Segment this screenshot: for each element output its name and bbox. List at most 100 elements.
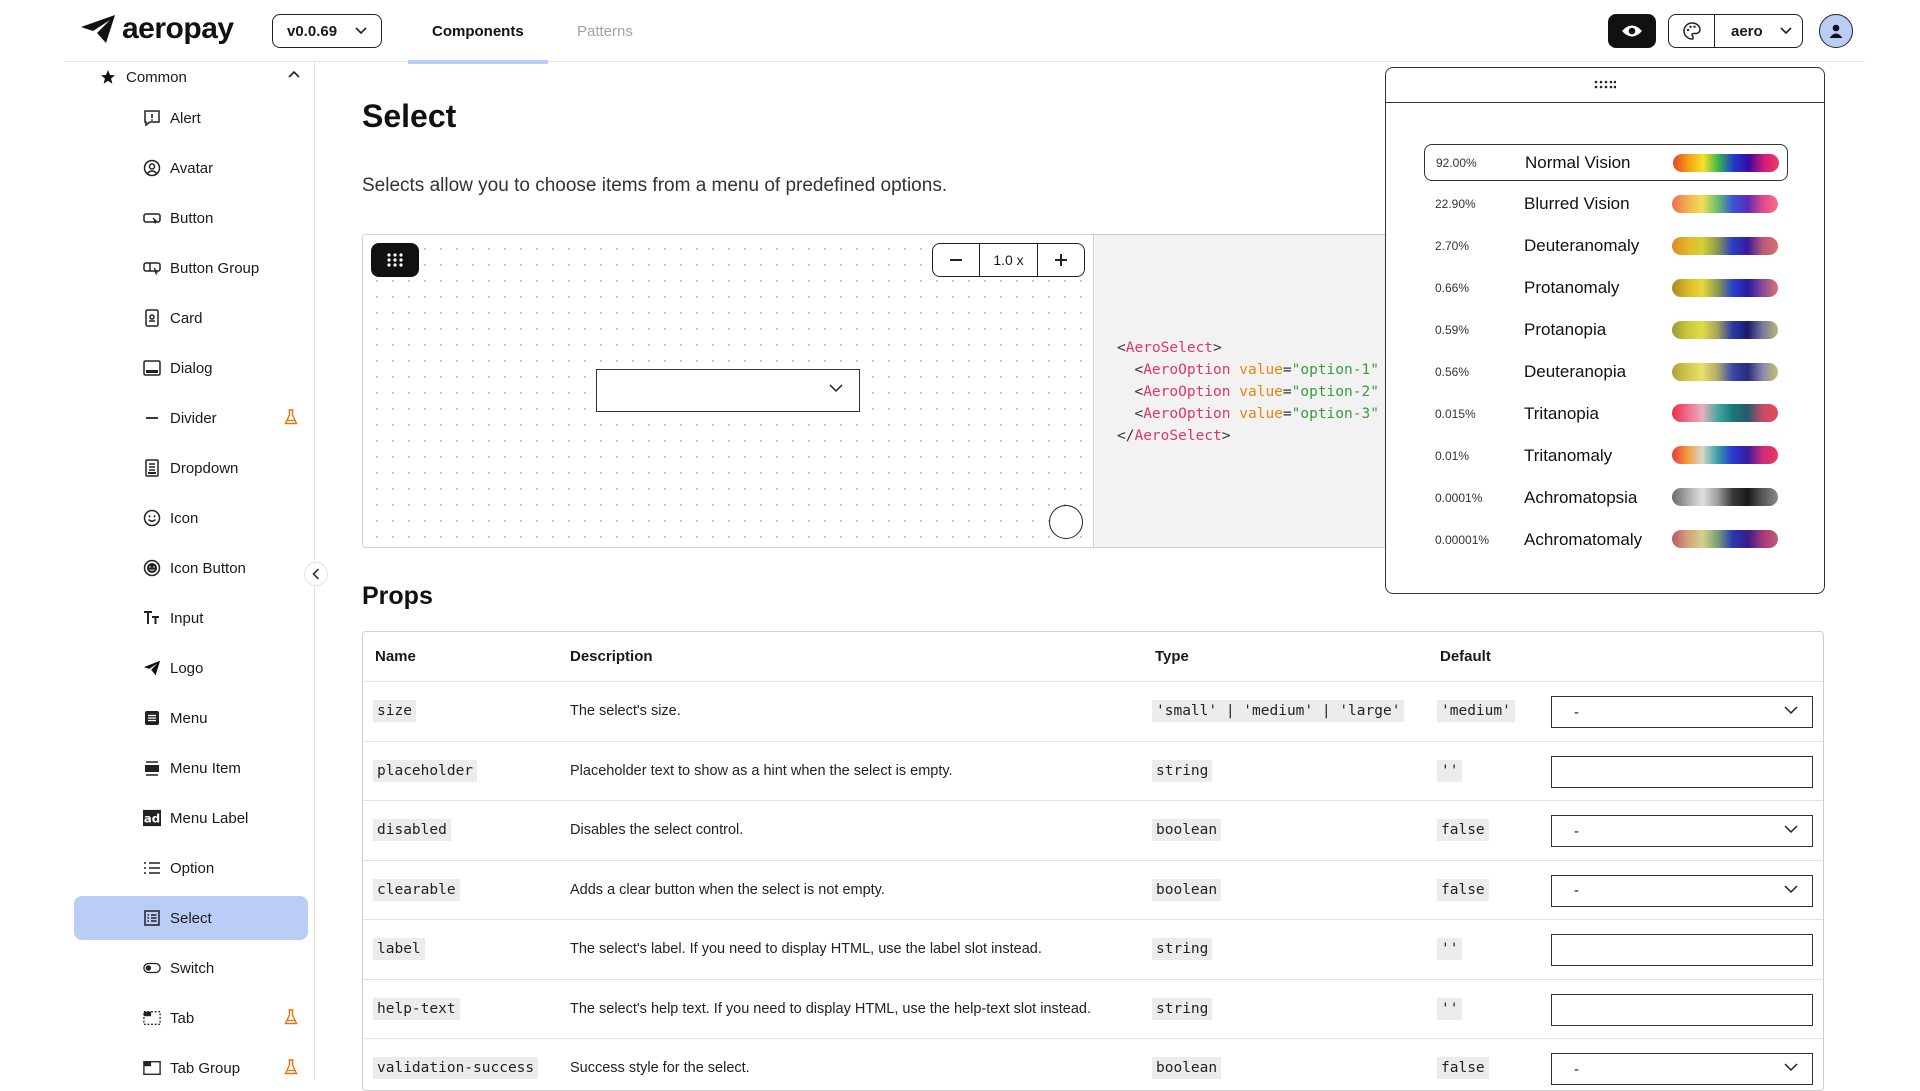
collapse-sidebar-button[interactable] bbox=[304, 562, 328, 586]
column-header-name: Name bbox=[375, 648, 416, 665]
sidebar-group-label: Common bbox=[126, 68, 187, 86]
sidebar-item-menu[interactable]: Menu bbox=[74, 696, 308, 740]
prop-type: boolean bbox=[1152, 819, 1222, 842]
vision-option[interactable]: 0.66% Protanomaly bbox=[1424, 270, 1788, 307]
sidebar-item-tab[interactable]: Tab bbox=[74, 996, 308, 1040]
zoom-in-button[interactable] bbox=[1038, 244, 1084, 276]
vision-option[interactable]: 2.70% Deuteranomaly bbox=[1424, 228, 1788, 265]
vision-label: Tritanomaly bbox=[1524, 445, 1613, 465]
prop-default: '' bbox=[1437, 759, 1463, 782]
prop-value-input[interactable] bbox=[1551, 934, 1813, 966]
brand-logo[interactable]: aeropay bbox=[80, 12, 234, 46]
sidebar-item-dialog[interactable]: Dialog bbox=[74, 346, 308, 390]
prop-description: The select's size. bbox=[570, 703, 681, 720]
drag-handle-button[interactable] bbox=[371, 243, 419, 277]
prop-value-select[interactable]: - bbox=[1551, 1053, 1813, 1085]
chevron-down-icon bbox=[355, 27, 367, 35]
color-spectrum-swatch bbox=[1672, 320, 1778, 339]
code-tag: AeroSelect bbox=[1134, 428, 1222, 444]
prop-description: Adds a clear button when the select is n… bbox=[570, 881, 885, 898]
menu-item-icon bbox=[143, 759, 161, 777]
vision-percentage: 0.01% bbox=[1435, 448, 1470, 463]
chevron-down-icon bbox=[1784, 706, 1798, 715]
sidebar-item-icon-button[interactable]: Icon Button bbox=[74, 546, 308, 590]
prop-name: size bbox=[373, 700, 416, 723]
vision-label: Deuteranomaly bbox=[1524, 236, 1640, 256]
sidebar-item-input[interactable]: Input bbox=[74, 596, 308, 640]
sidebar-item-menu-label[interactable]: ad Menu Label bbox=[74, 796, 308, 840]
tab-group-icon bbox=[143, 1059, 161, 1077]
prop-default: false bbox=[1437, 1057, 1489, 1080]
prop-name: label bbox=[373, 938, 425, 961]
prop-value-select[interactable]: - bbox=[1551, 874, 1813, 907]
zoom-control: 1.0 x bbox=[932, 243, 1085, 277]
theme-switcher[interactable]: aero bbox=[1668, 14, 1803, 48]
vision-label: Protanopia bbox=[1524, 320, 1607, 340]
code-string: "option-1" bbox=[1291, 362, 1379, 378]
code-tag: AeroOption bbox=[1143, 362, 1231, 378]
vision-option[interactable]: 0.0001% Achromatopsia bbox=[1424, 479, 1788, 516]
column-header-type: Type bbox=[1155, 648, 1189, 665]
dropdown-icon bbox=[143, 459, 161, 477]
sidebar-item-switch[interactable]: Switch bbox=[74, 946, 308, 990]
palette-button[interactable] bbox=[1669, 15, 1715, 47]
sidebar-item-select[interactable]: Select bbox=[74, 896, 308, 940]
vision-simulation-panel: 92.00% Normal Vision 22.90% Blurred Vision 2… bbox=[1385, 67, 1825, 594]
prop-value-select[interactable]: - bbox=[1551, 696, 1813, 728]
vision-option[interactable]: 0.59% Protanopia bbox=[1424, 312, 1788, 349]
prop-default: 'medium' bbox=[1437, 700, 1515, 723]
vision-option[interactable]: 0.56% Deuteranopia bbox=[1424, 354, 1788, 391]
sidebar-item-logo[interactable]: Logo bbox=[74, 646, 308, 690]
flask-icon bbox=[284, 1059, 298, 1075]
tab-patterns[interactable]: Patterns bbox=[577, 0, 633, 62]
sidebar-item-icon[interactable]: Icon bbox=[74, 496, 308, 540]
sidebar-item-button-group[interactable]: Button Group bbox=[74, 246, 308, 290]
sidebar-item-avatar[interactable]: Avatar bbox=[74, 146, 308, 190]
vision-option[interactable]: 0.01% Tritanomaly bbox=[1424, 437, 1788, 474]
prop-name: help-text bbox=[373, 997, 460, 1020]
color-spectrum-swatch bbox=[1672, 362, 1778, 381]
sidebar-item-option[interactable]: Option bbox=[74, 846, 308, 890]
vision-label: Normal Vision bbox=[1525, 152, 1631, 172]
sidebar-item-alert[interactable]: Alert bbox=[74, 96, 308, 140]
panel-drag-handle[interactable] bbox=[1386, 68, 1824, 103]
sidebar-item-tab-group[interactable]: Tab Group bbox=[74, 1046, 308, 1090]
sidebar-item-button[interactable]: Button bbox=[74, 196, 308, 240]
smiley-filled-icon bbox=[143, 559, 161, 577]
zoom-out-button[interactable] bbox=[933, 244, 979, 276]
sidebar-item-card[interactable]: Card bbox=[74, 296, 308, 340]
vision-toggle-button[interactable] bbox=[1608, 14, 1656, 48]
prop-type: string bbox=[1152, 997, 1213, 1020]
table-header: Name Description Type Default bbox=[363, 632, 1823, 682]
theme-select[interactable]: aero bbox=[1715, 23, 1802, 40]
user-circle-icon bbox=[143, 159, 161, 177]
prop-value-label: - bbox=[1574, 703, 1579, 721]
color-spectrum-swatch bbox=[1672, 236, 1778, 255]
vision-option[interactable]: 92.00% Normal Vision bbox=[1424, 144, 1788, 181]
sidebar-item-menu-item[interactable]: Menu Item bbox=[74, 746, 308, 790]
chevron-up-icon bbox=[288, 70, 300, 78]
table-row: help-text The select's help text. If you … bbox=[363, 980, 1823, 1039]
prop-value-input[interactable] bbox=[1551, 993, 1813, 1026]
vision-label: Deuteranopia bbox=[1524, 362, 1627, 381]
sidebar-item-dropdown[interactable]: Dropdown bbox=[74, 446, 308, 490]
vision-option[interactable]: 0.015% Tritanopia bbox=[1424, 395, 1788, 432]
prop-value-select[interactable]: - bbox=[1551, 815, 1813, 847]
sidebar-group-common[interactable]: Common bbox=[100, 62, 300, 92]
demo-select[interactable] bbox=[596, 369, 860, 412]
vision-option[interactable]: 0.00001% Achromatomaly bbox=[1424, 521, 1788, 558]
user-avatar[interactable] bbox=[1819, 14, 1853, 48]
table-row: size The select's size. 'small' | 'medium'… bbox=[363, 682, 1823, 742]
tab-components[interactable]: Components bbox=[408, 0, 548, 64]
resize-handle[interactable] bbox=[1049, 505, 1083, 539]
vision-option[interactable]: 22.90% Blurred Vision bbox=[1424, 186, 1788, 223]
prop-type: boolean bbox=[1152, 1057, 1222, 1080]
flask-icon bbox=[284, 1009, 298, 1025]
code-snippet: <AeroSelect> <AeroOption value="option-1… bbox=[1117, 340, 1379, 444]
sidebar-item-divider[interactable]: Divider bbox=[74, 396, 308, 440]
column-header-default: Default bbox=[1440, 648, 1491, 665]
vision-percentage: 0.0001% bbox=[1435, 490, 1483, 505]
code-tag: AeroSelect bbox=[1125, 340, 1214, 356]
version-select[interactable]: v0.0.69 bbox=[272, 14, 382, 48]
prop-value-input[interactable] bbox=[1551, 755, 1813, 788]
